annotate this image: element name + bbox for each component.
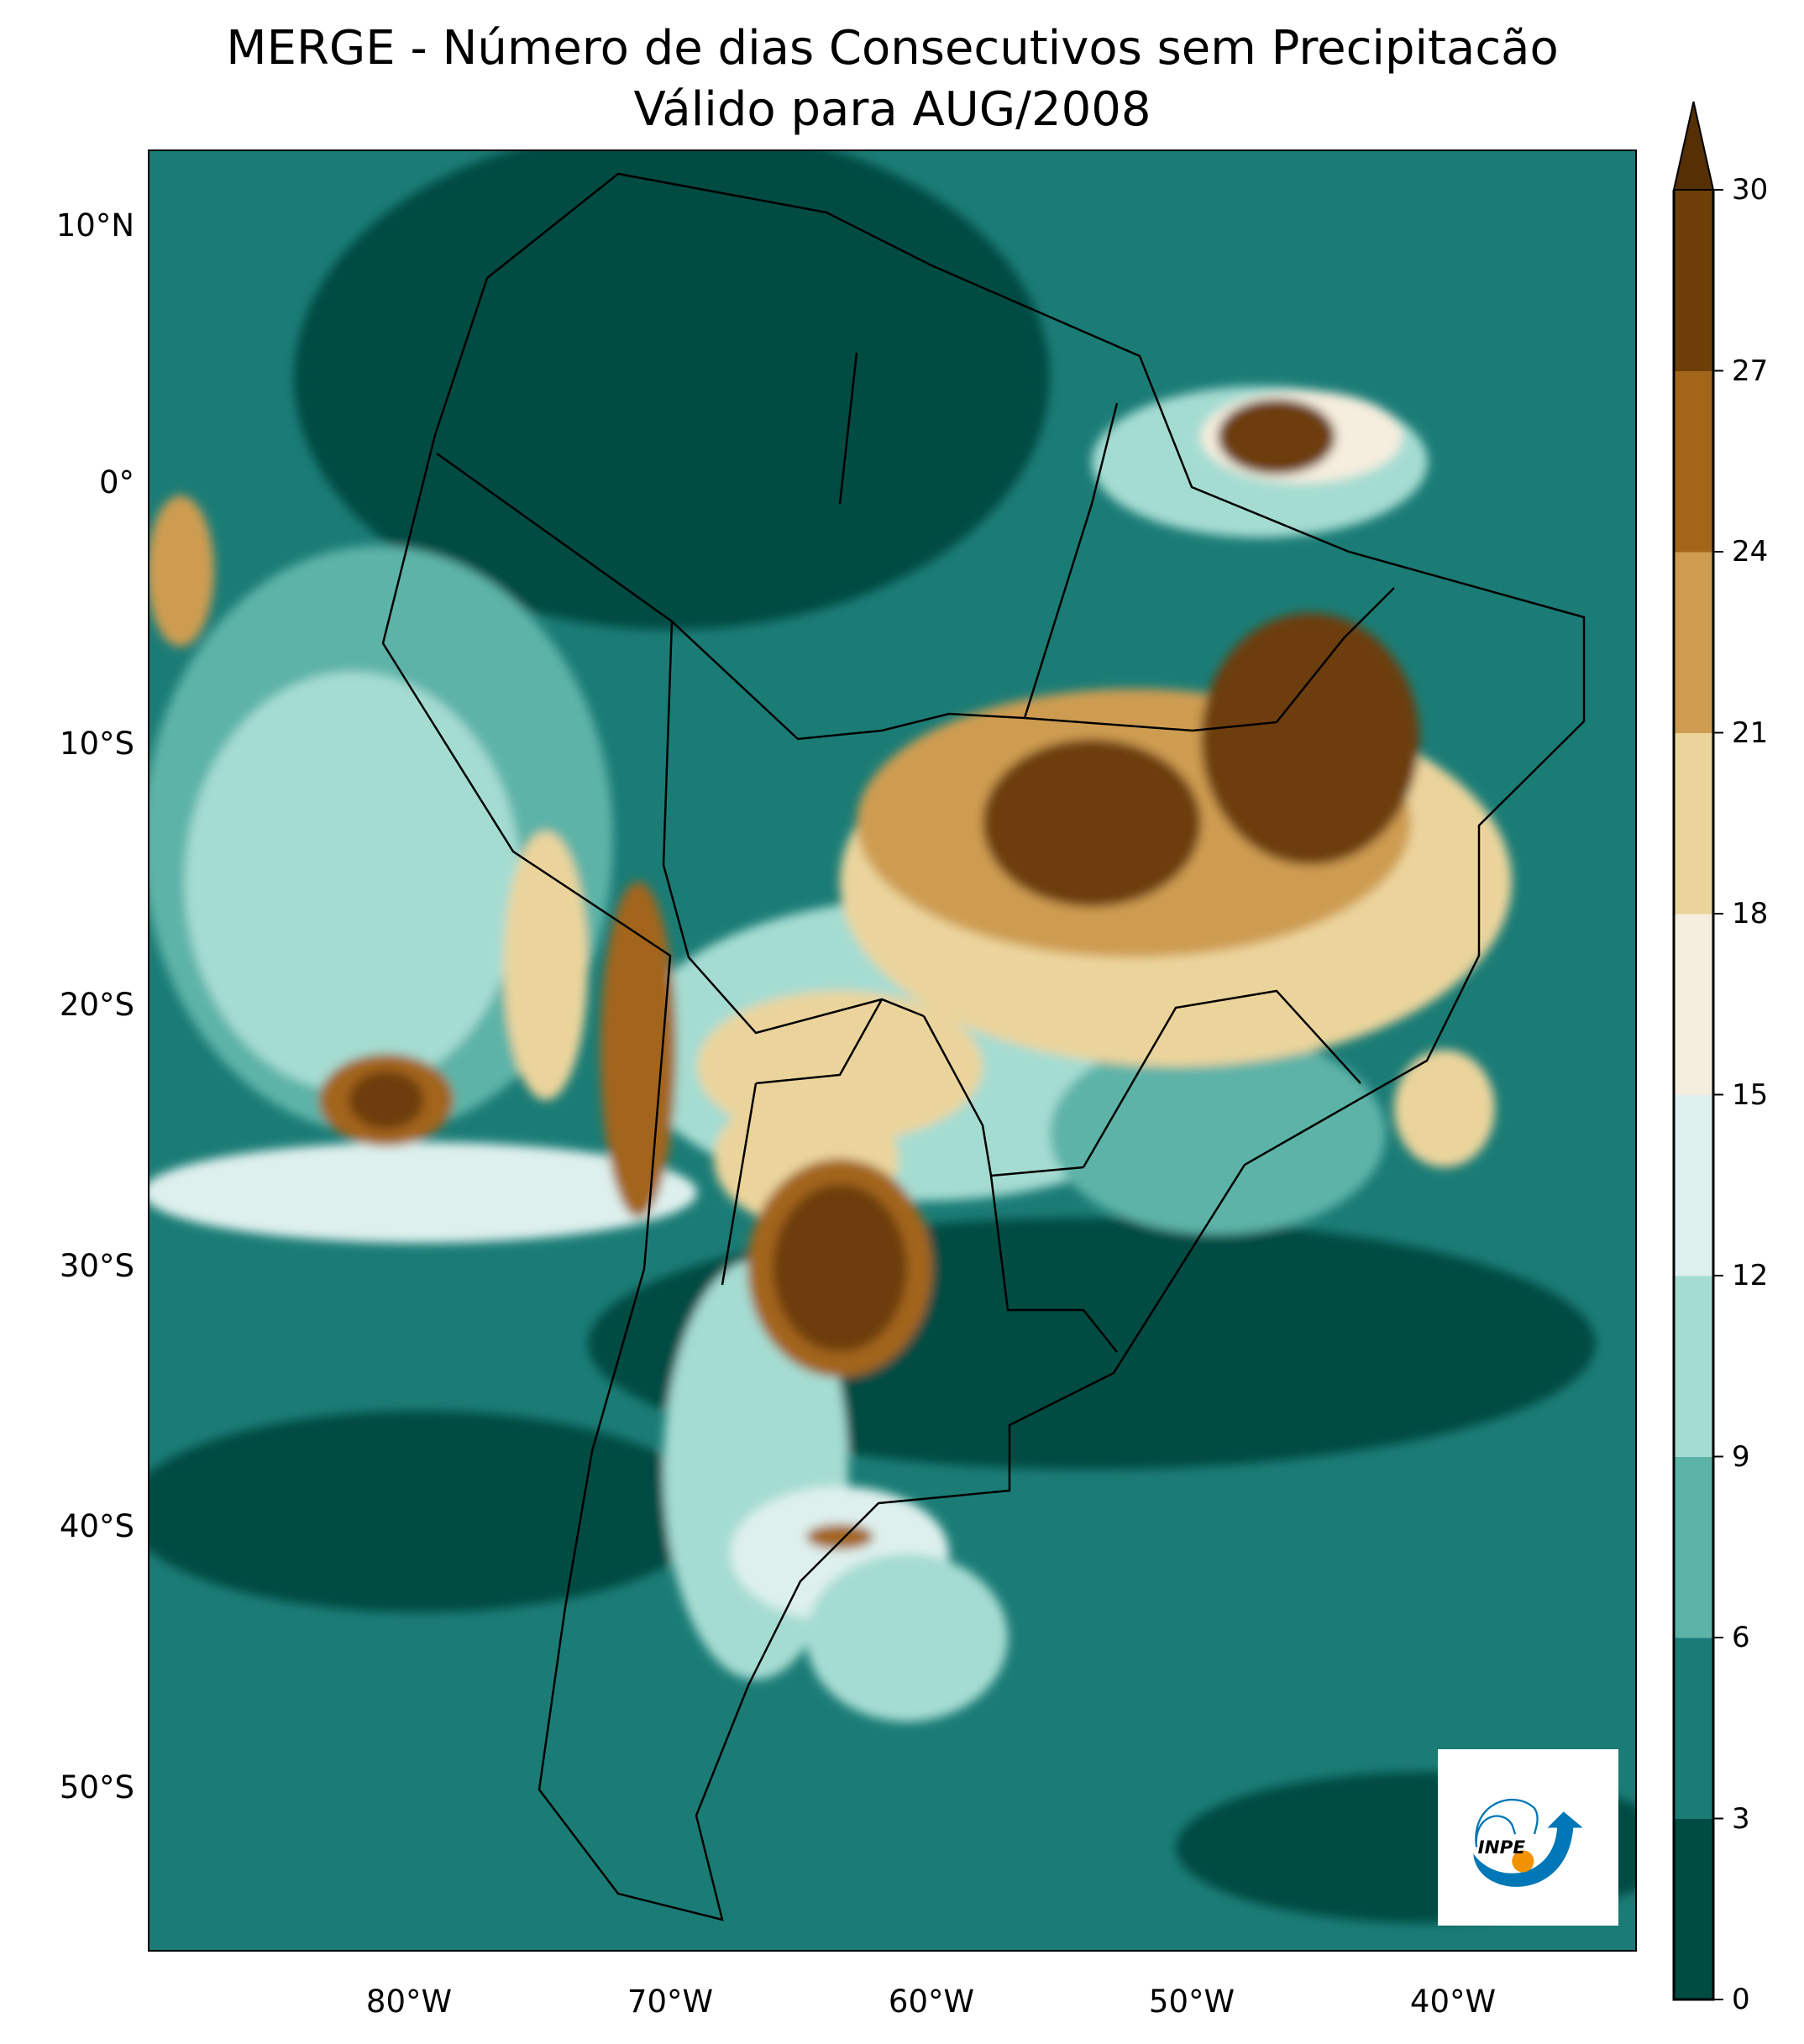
lon-tick-label: 40°W <box>1409 1984 1497 2020</box>
colorbar-segment <box>1674 1638 1713 1819</box>
colorbar-segment <box>1674 1276 1713 1457</box>
south-america-coastline <box>381 172 1586 1921</box>
internal-borders <box>436 352 1395 1353</box>
colorbar-segment <box>1674 1818 1713 2000</box>
colorbar-tick-label: 27 <box>1732 354 1769 388</box>
colorbar-segment <box>1674 914 1713 1095</box>
colorbar-segment <box>1674 1456 1713 1638</box>
colorbar-tick-label: 15 <box>1732 1077 1769 1112</box>
colorbar-tick-label: 0 <box>1732 1983 1750 2016</box>
colorbar-tick-label: 9 <box>1732 1439 1750 1474</box>
colorbar-tick-label: 21 <box>1732 715 1769 750</box>
lat-tick-label: 10°N <box>55 207 134 244</box>
svg-text:INPE: INPE <box>1478 1837 1526 1858</box>
colorbar-segment <box>1674 190 1713 371</box>
colorbar-segment <box>1674 732 1713 915</box>
colorbar-segment <box>1674 1094 1713 1276</box>
map-subtitle: Válido para AUG/2008 <box>633 82 1151 137</box>
colorbar-extend-arrow <box>1672 101 1715 191</box>
colorbar-tick-label: 18 <box>1732 897 1769 930</box>
colorbar-segment <box>1674 552 1713 733</box>
colorbar <box>1672 101 1723 2001</box>
colorbar-tick-label: 6 <box>1732 1621 1750 1654</box>
lat-tick-label: 40°S <box>59 1508 134 1544</box>
inpe-logo-icon: INPE <box>1473 1799 1583 1887</box>
colorbar-segment <box>1674 370 1713 553</box>
lon-tick-label: 80°W <box>365 1984 453 2020</box>
country-borders <box>381 172 1586 1921</box>
colorbar-tick-label: 3 <box>1732 1801 1750 1836</box>
lat-tick-label: 20°S <box>59 987 134 1023</box>
lon-tick-label: 60°W <box>888 1984 975 2020</box>
map-field <box>149 150 1636 1951</box>
map-frame <box>148 149 1637 1952</box>
colorbar-tick-label: 12 <box>1732 1259 1769 1292</box>
inpe-logo: INPE <box>1438 1749 1618 1926</box>
colorbar-tick-label: 24 <box>1732 535 1769 569</box>
lon-tick-label: 70°W <box>627 1984 714 2020</box>
map-title: MERGE - Número de dias Consecutivos sem … <box>226 21 1559 76</box>
lon-tick-label: 50°W <box>1148 1984 1235 2020</box>
field-north-dark <box>294 150 1050 630</box>
lat-tick-label: 30°S <box>59 1248 134 1284</box>
lat-tick-label: 10°S <box>59 726 134 762</box>
lat-tick-label: 50°S <box>59 1769 134 1806</box>
colorbar-tick-label: 30 <box>1732 173 1769 207</box>
lat-tick-label: 0° <box>98 464 134 501</box>
